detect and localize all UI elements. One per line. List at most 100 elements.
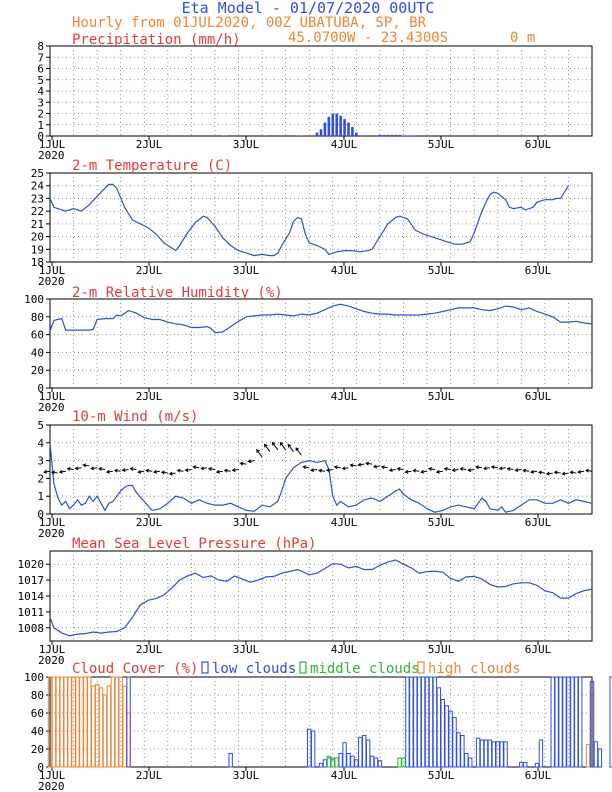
middle-cloud-bar bbox=[326, 755, 332, 768]
wind-arrow-head bbox=[373, 464, 377, 469]
temp-ytick-label: 20 bbox=[31, 231, 44, 244]
wind-arrow-head bbox=[231, 468, 236, 472]
wind-arrow-head bbox=[420, 469, 425, 474]
clouds-xtick-label: 6JUL bbox=[525, 769, 552, 782]
mslp-panel: 1008 1011 1014 1017 1020 1JUL 2JUL 3JUL 4JUL 5JUL… bbox=[18, 536, 593, 667]
precip-bar bbox=[331, 113, 335, 136]
wind-arrow bbox=[538, 471, 545, 474]
clouds-xtick-label: 4JUL bbox=[331, 769, 358, 782]
header-elevation: 0 m bbox=[510, 30, 535, 46]
low-cloud-bar bbox=[456, 732, 461, 768]
wind-ytick-label: 0 bbox=[37, 508, 44, 521]
wind-arrow bbox=[578, 470, 585, 473]
precip-bar bbox=[355, 132, 358, 136]
temp-ytick-label: 24 bbox=[31, 180, 45, 193]
high-cloud-bar bbox=[122, 685, 127, 768]
wind-xtick-label: 6JUL bbox=[525, 516, 552, 529]
precip-xtick-label: 6JUL bbox=[525, 138, 552, 151]
high-cloud-bar bbox=[47, 676, 53, 768]
wind-arrow bbox=[177, 469, 184, 472]
low-cloud-bar bbox=[405, 676, 410, 768]
rh-title: 2-m Relative Humidity (%) bbox=[72, 285, 283, 301]
wind-arrow-head bbox=[279, 441, 284, 446]
low-cloud-bar bbox=[495, 741, 500, 768]
low-cloud-bar bbox=[362, 735, 367, 768]
wind-arrow-head bbox=[475, 465, 480, 470]
rh-xtick-label: 1JUL bbox=[39, 390, 66, 403]
low-cloud-bar bbox=[589, 681, 595, 768]
header-subtitle: Hourly from 01JUL2020, 00Z UBATUBA, SP, … bbox=[72, 15, 427, 31]
wind-arrow-head bbox=[50, 470, 55, 475]
low-cloud-bar bbox=[420, 676, 426, 768]
wind-arrow bbox=[272, 442, 279, 451]
legend-high-swatch bbox=[417, 661, 425, 674]
wind-arrow bbox=[421, 470, 428, 473]
low-cloud-bar bbox=[523, 762, 528, 768]
precip-ytick-label: 5 bbox=[37, 74, 44, 87]
low-cloud-bar bbox=[354, 759, 359, 768]
wind-arrow-head bbox=[247, 459, 252, 464]
wind-arrow bbox=[201, 467, 208, 470]
wind-arrow-head bbox=[451, 468, 456, 472]
wind-arrow-head bbox=[264, 443, 268, 448]
middle-cloud-bar bbox=[401, 757, 406, 768]
low-cloud-bar bbox=[413, 676, 418, 768]
high-cloud-bar bbox=[71, 676, 76, 768]
wind-arrow-head bbox=[545, 471, 550, 476]
wind-arrow bbox=[153, 470, 161, 473]
clouds-ytick-label: 60 bbox=[31, 707, 44, 720]
wind-arrow bbox=[452, 469, 459, 471]
wind-arrow bbox=[311, 469, 318, 471]
low-cloud-bar bbox=[228, 753, 233, 768]
wind-ytick-label: 2 bbox=[37, 472, 44, 485]
wind-arrow-head bbox=[365, 461, 370, 466]
precip-bar bbox=[378, 134, 382, 136]
precip-bar bbox=[347, 122, 350, 136]
temp-xtick-label: 6JUL bbox=[525, 264, 552, 277]
low-cloud-bar bbox=[562, 676, 567, 768]
rh-xtick-label: 3JUL bbox=[233, 390, 260, 403]
mslp-ytick-label: 1011 bbox=[18, 606, 45, 619]
high-cloud-bar bbox=[114, 676, 119, 768]
wind-arrow bbox=[491, 466, 498, 469]
wind-arrow-head bbox=[66, 467, 71, 471]
low-cloud-bar bbox=[365, 739, 371, 768]
wind-arrow-head bbox=[121, 468, 126, 472]
precip-bar bbox=[339, 115, 342, 136]
wind-xtick-label: 3JUL bbox=[233, 516, 260, 529]
mslp-title: Mean Sea Level Pressure (hPa) bbox=[72, 536, 316, 552]
wind-arrow bbox=[295, 447, 302, 456]
wind-arrow bbox=[523, 469, 530, 472]
precip-ytick-label: 1 bbox=[37, 119, 44, 132]
wind-arrow-head bbox=[318, 468, 322, 473]
rh-xtick-label: 6JUL bbox=[525, 390, 552, 403]
wind-arrow-head bbox=[113, 468, 118, 473]
wind-arrow bbox=[114, 469, 121, 472]
wind-arrow-head bbox=[302, 465, 307, 470]
precip-bar bbox=[382, 134, 386, 136]
wind-arrow-head bbox=[223, 468, 228, 473]
clouds-xtick-label: 2JUL bbox=[136, 769, 163, 782]
wind-arrow-head bbox=[153, 469, 157, 474]
wind-arrow-head bbox=[506, 467, 511, 471]
wind-arrow-head bbox=[145, 468, 150, 473]
temp-year-label: 2020 bbox=[38, 275, 65, 288]
wind-arrow-head bbox=[137, 469, 142, 474]
wind-arrow-head bbox=[443, 467, 448, 471]
clouds-title: Cloud Cover (%) bbox=[72, 661, 198, 677]
wind-arrow-head bbox=[58, 469, 63, 474]
clouds-ytick-label: 80 bbox=[31, 689, 44, 702]
wind-arrow-head bbox=[498, 466, 503, 471]
legend-middle-label: middle clouds bbox=[310, 661, 420, 677]
low-cloud-bar bbox=[338, 753, 343, 768]
low-cloud-bar bbox=[369, 755, 375, 768]
wind-arrow bbox=[138, 470, 145, 473]
wind-arrow-head bbox=[530, 469, 535, 474]
mslp-ytick-label: 1014 bbox=[18, 590, 45, 603]
middle-cloud-bar bbox=[330, 757, 335, 768]
wind-arrow-head bbox=[577, 469, 582, 474]
wind-xtick-label: 1JUL bbox=[39, 516, 66, 529]
wind-arrow-head bbox=[388, 468, 393, 472]
wind-ytick-label: 5 bbox=[37, 419, 44, 432]
high-cloud-bar bbox=[87, 676, 92, 768]
